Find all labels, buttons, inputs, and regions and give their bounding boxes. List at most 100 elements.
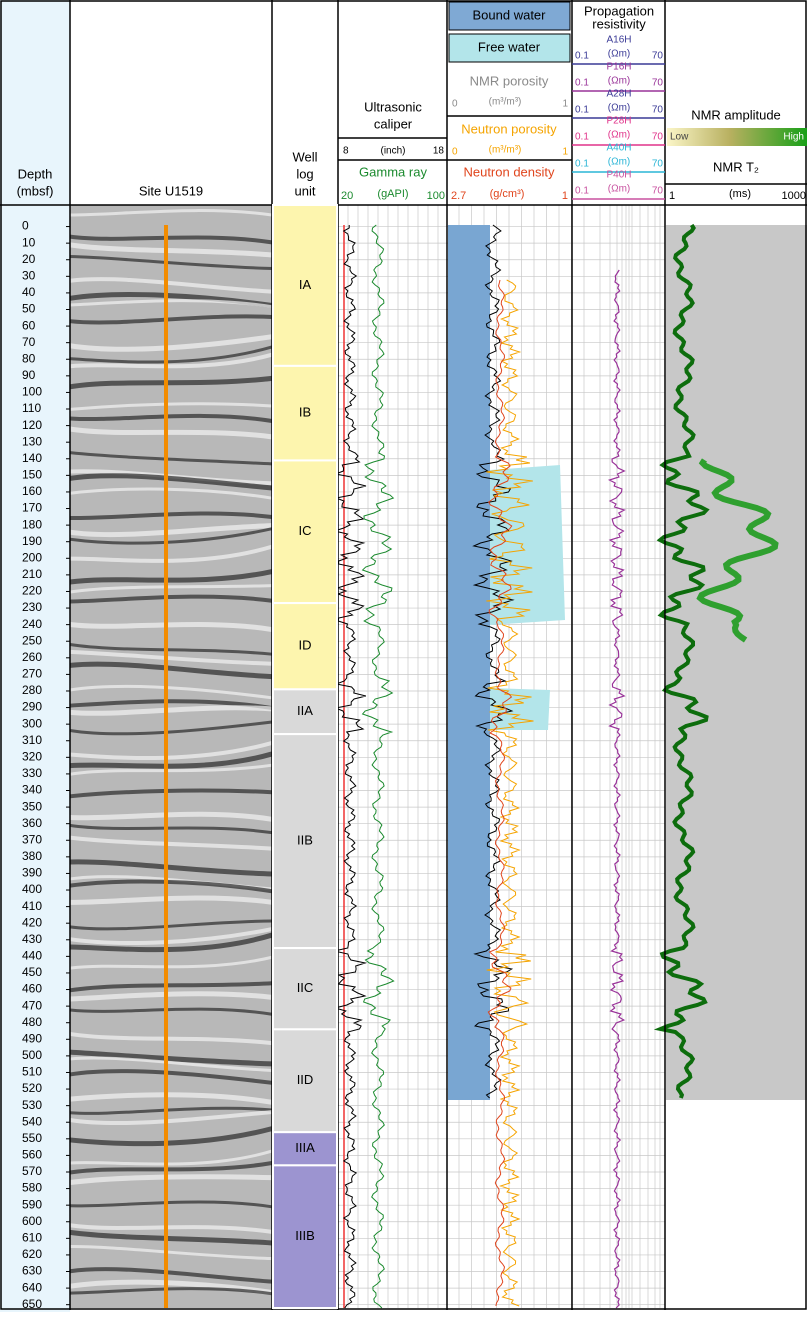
scale-unit: (g/cm³): [490, 188, 525, 200]
depth-tick-label: 290: [22, 700, 42, 714]
depth-tick-label: 590: [22, 1197, 42, 1211]
curve-name: A28H: [606, 89, 631, 100]
depth-tick-label: 30: [22, 268, 36, 282]
scale-max: 1: [562, 147, 568, 158]
curve: [488, 280, 511, 1306]
scale-min: 1: [669, 190, 675, 202]
scale-unit: (Ωm): [608, 157, 630, 168]
nmr-porosity-title: NMR porosity: [470, 73, 549, 88]
depth-tick-label: 600: [22, 1214, 42, 1228]
depth-tick-label: 360: [22, 816, 42, 830]
free-water-label: Free water: [478, 39, 541, 54]
depth-tick-label: 0: [22, 219, 29, 233]
depth-tick-label: 520: [22, 1081, 42, 1095]
depth-tick-label: 320: [22, 750, 42, 764]
t2-title: NMR T₂: [713, 159, 759, 174]
depth-tick-label: 220: [22, 584, 42, 598]
depth-tick-label: 490: [22, 1031, 42, 1045]
depth-tick-label: 500: [22, 1048, 42, 1062]
depth-tick-label: 510: [22, 1065, 42, 1079]
curve-name: A40H: [606, 143, 631, 154]
depth-tick-label: 580: [22, 1181, 42, 1195]
depth-tick-label: 400: [22, 882, 42, 896]
depth-tick-label: 440: [22, 949, 42, 963]
depth-tick-label: 150: [22, 468, 42, 482]
scale-max: 70: [652, 78, 664, 89]
depth-tick-label: 100: [22, 385, 42, 399]
depth-tick-label: 530: [22, 1098, 42, 1112]
unit-label: IID: [297, 1072, 314, 1087]
scale-unit: (Ωm): [608, 184, 630, 195]
depth-tick-label: 630: [22, 1264, 42, 1278]
depth-tick-label: 560: [22, 1148, 42, 1162]
depth-tick-label: 610: [22, 1231, 42, 1245]
depth-tick-label: 480: [22, 1015, 42, 1029]
neutron-title: Neutron porosity: [461, 121, 557, 136]
depth-tick-label: 650: [22, 1297, 42, 1311]
depth-tick-label: 200: [22, 550, 42, 564]
depth-tick-label: 20: [22, 252, 36, 266]
resistivity-title: resistivity: [592, 16, 646, 31]
depth-title: (mbsf): [17, 183, 54, 198]
depth-tick-label: 60: [22, 318, 36, 332]
depth-tick-label: 260: [22, 650, 42, 664]
curve-name: P16H: [606, 62, 631, 73]
scale-min: 20: [341, 190, 353, 202]
unit-label: IIIA: [295, 1140, 315, 1155]
unit-title: Well: [292, 149, 317, 164]
depth-tick-label: 450: [22, 965, 42, 979]
depth-title: Depth: [18, 166, 53, 181]
unit-label: IIA: [297, 703, 313, 718]
depth-tick-label: 110: [22, 401, 41, 415]
depth-tick-label: 410: [22, 899, 42, 913]
scale-min: 8: [343, 146, 349, 157]
depth-tick-label: 80: [22, 351, 36, 365]
scale-min: 2.7: [451, 190, 466, 202]
depth-tick-label: 180: [22, 517, 42, 531]
unit-label: IA: [299, 277, 312, 292]
depth-tick-label: 130: [22, 434, 42, 448]
depth-tick-label: 120: [22, 418, 42, 432]
scale-max: 1000: [782, 190, 806, 202]
depth-tick-label: 430: [22, 932, 42, 946]
scale-max: 1: [562, 190, 568, 202]
scale-max: 70: [652, 51, 664, 62]
depth-tick-label: 370: [22, 832, 42, 846]
scale-min: 0.1: [575, 51, 589, 62]
curve: [334, 225, 366, 1308]
depth-tick-label: 640: [22, 1280, 42, 1294]
bound-water-label: Bound water: [473, 7, 547, 22]
depth-tick-label: 570: [22, 1164, 42, 1178]
scale-unit: (Ωm): [608, 103, 630, 114]
unit-title: log: [296, 166, 313, 181]
depth-tick-label: 230: [22, 600, 42, 614]
scale-unit: (gAPI): [377, 188, 408, 200]
scale-unit: (Ωm): [608, 130, 630, 141]
density-title: Neutron density: [463, 164, 555, 179]
scale-max: 100: [427, 190, 445, 202]
headers: Depth (mbsf) Site U1519 Well log unit Ul…: [17, 3, 806, 201]
depth-tick-label: 50: [22, 302, 36, 316]
amplitude-low: Low: [670, 132, 689, 143]
depth-tick-label: 270: [22, 667, 42, 681]
depth-tick-label: 280: [22, 683, 42, 697]
depth-tick-label: 330: [22, 766, 42, 780]
depth-tick-label: 550: [22, 1131, 42, 1145]
unit-label: IB: [299, 405, 311, 420]
unit-label: ID: [299, 638, 312, 653]
page: {"depth":{"title":["Depth","(mbsf)"],"yl…: [0, 0, 807, 1317]
curve-name: A16H: [606, 35, 631, 46]
depth-tick-label: 460: [22, 982, 42, 996]
scale-unit: (Ωm): [608, 76, 630, 87]
scale-max: 70: [652, 105, 664, 116]
depth-tick-label: 300: [22, 716, 42, 730]
scale-unit: (m³/m³): [489, 97, 522, 108]
depth-tick-label: 160: [22, 484, 42, 498]
depth-tick-label: 470: [22, 998, 42, 1012]
amplitude-high: High: [783, 132, 804, 143]
scale-max: 70: [652, 186, 664, 197]
curve-name: P40H: [606, 170, 631, 181]
depth-tick-label: 140: [22, 451, 42, 465]
scale-unit: (ms): [729, 188, 751, 200]
depth-tick-label: 250: [22, 633, 42, 647]
